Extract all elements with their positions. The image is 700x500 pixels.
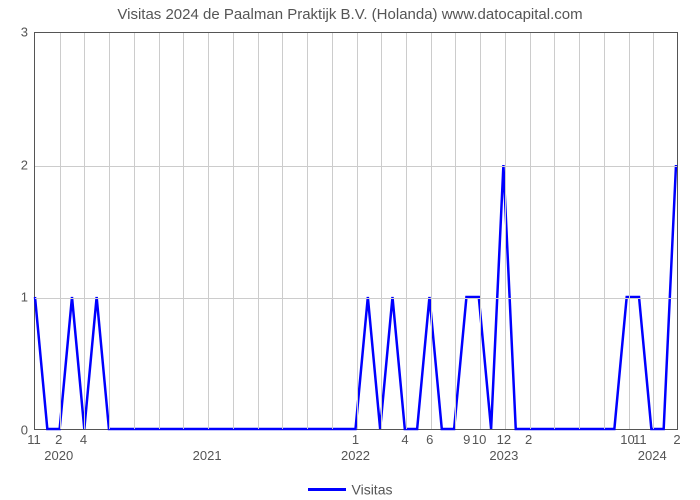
chart-container: Visitas 2024 de Paalman Praktijk B.V. (H… <box>0 0 700 500</box>
x-tick-label: 10 <box>472 432 486 447</box>
x-year-label: 2024 <box>638 448 667 463</box>
gridline-v <box>109 33 110 429</box>
gridline-v <box>159 33 160 429</box>
gridline-v <box>134 33 135 429</box>
gridline-v <box>233 33 234 429</box>
gridline-v <box>554 33 555 429</box>
gridline-v <box>60 33 61 429</box>
y-tick-label: 2 <box>21 157 34 172</box>
x-year-label: 2021 <box>193 448 222 463</box>
legend-swatch <box>308 488 346 491</box>
gridline-v <box>381 33 382 429</box>
gridline-v <box>480 33 481 429</box>
x-tick-label: 9 <box>463 432 470 447</box>
gridline-v <box>530 33 531 429</box>
gridline-v <box>282 33 283 429</box>
x-tick-label: 1 <box>352 432 359 447</box>
gridline-v <box>332 33 333 429</box>
x-tick-label: 6 <box>426 432 433 447</box>
x-year-label: 2022 <box>341 448 370 463</box>
x-tick-label: 4 <box>401 432 408 447</box>
gridline-v <box>653 33 654 429</box>
legend-label: Visitas <box>352 481 393 497</box>
x-tick-label: 2 <box>55 432 62 447</box>
y-tick-label: 1 <box>21 290 34 305</box>
chart-title: Visitas 2024 de Paalman Praktijk B.V. (H… <box>0 6 700 23</box>
gridline-v <box>84 33 85 429</box>
x-tick-label: 4 <box>80 432 87 447</box>
gridline-v <box>258 33 259 429</box>
gridline-v <box>406 33 407 429</box>
x-tick-label: 11 <box>633 432 647 447</box>
gridline-v <box>307 33 308 429</box>
x-tick-label: 12 <box>497 432 511 447</box>
legend: Visitas <box>0 480 700 497</box>
gridline-v <box>455 33 456 429</box>
gridline-v <box>208 33 209 429</box>
x-tick-label: 2 <box>673 432 680 447</box>
gridline-v <box>505 33 506 429</box>
gridline-v <box>431 33 432 429</box>
plot-area <box>34 32 678 430</box>
gridline-v <box>183 33 184 429</box>
gridline-v <box>604 33 605 429</box>
x-tick-label: 11 <box>27 432 41 447</box>
gridline-v <box>629 33 630 429</box>
y-tick-label: 3 <box>21 25 34 40</box>
x-year-label: 2020 <box>44 448 73 463</box>
gridline-v <box>357 33 358 429</box>
x-year-label: 2023 <box>489 448 518 463</box>
gridline-v <box>579 33 580 429</box>
x-tick-label: 2 <box>525 432 532 447</box>
